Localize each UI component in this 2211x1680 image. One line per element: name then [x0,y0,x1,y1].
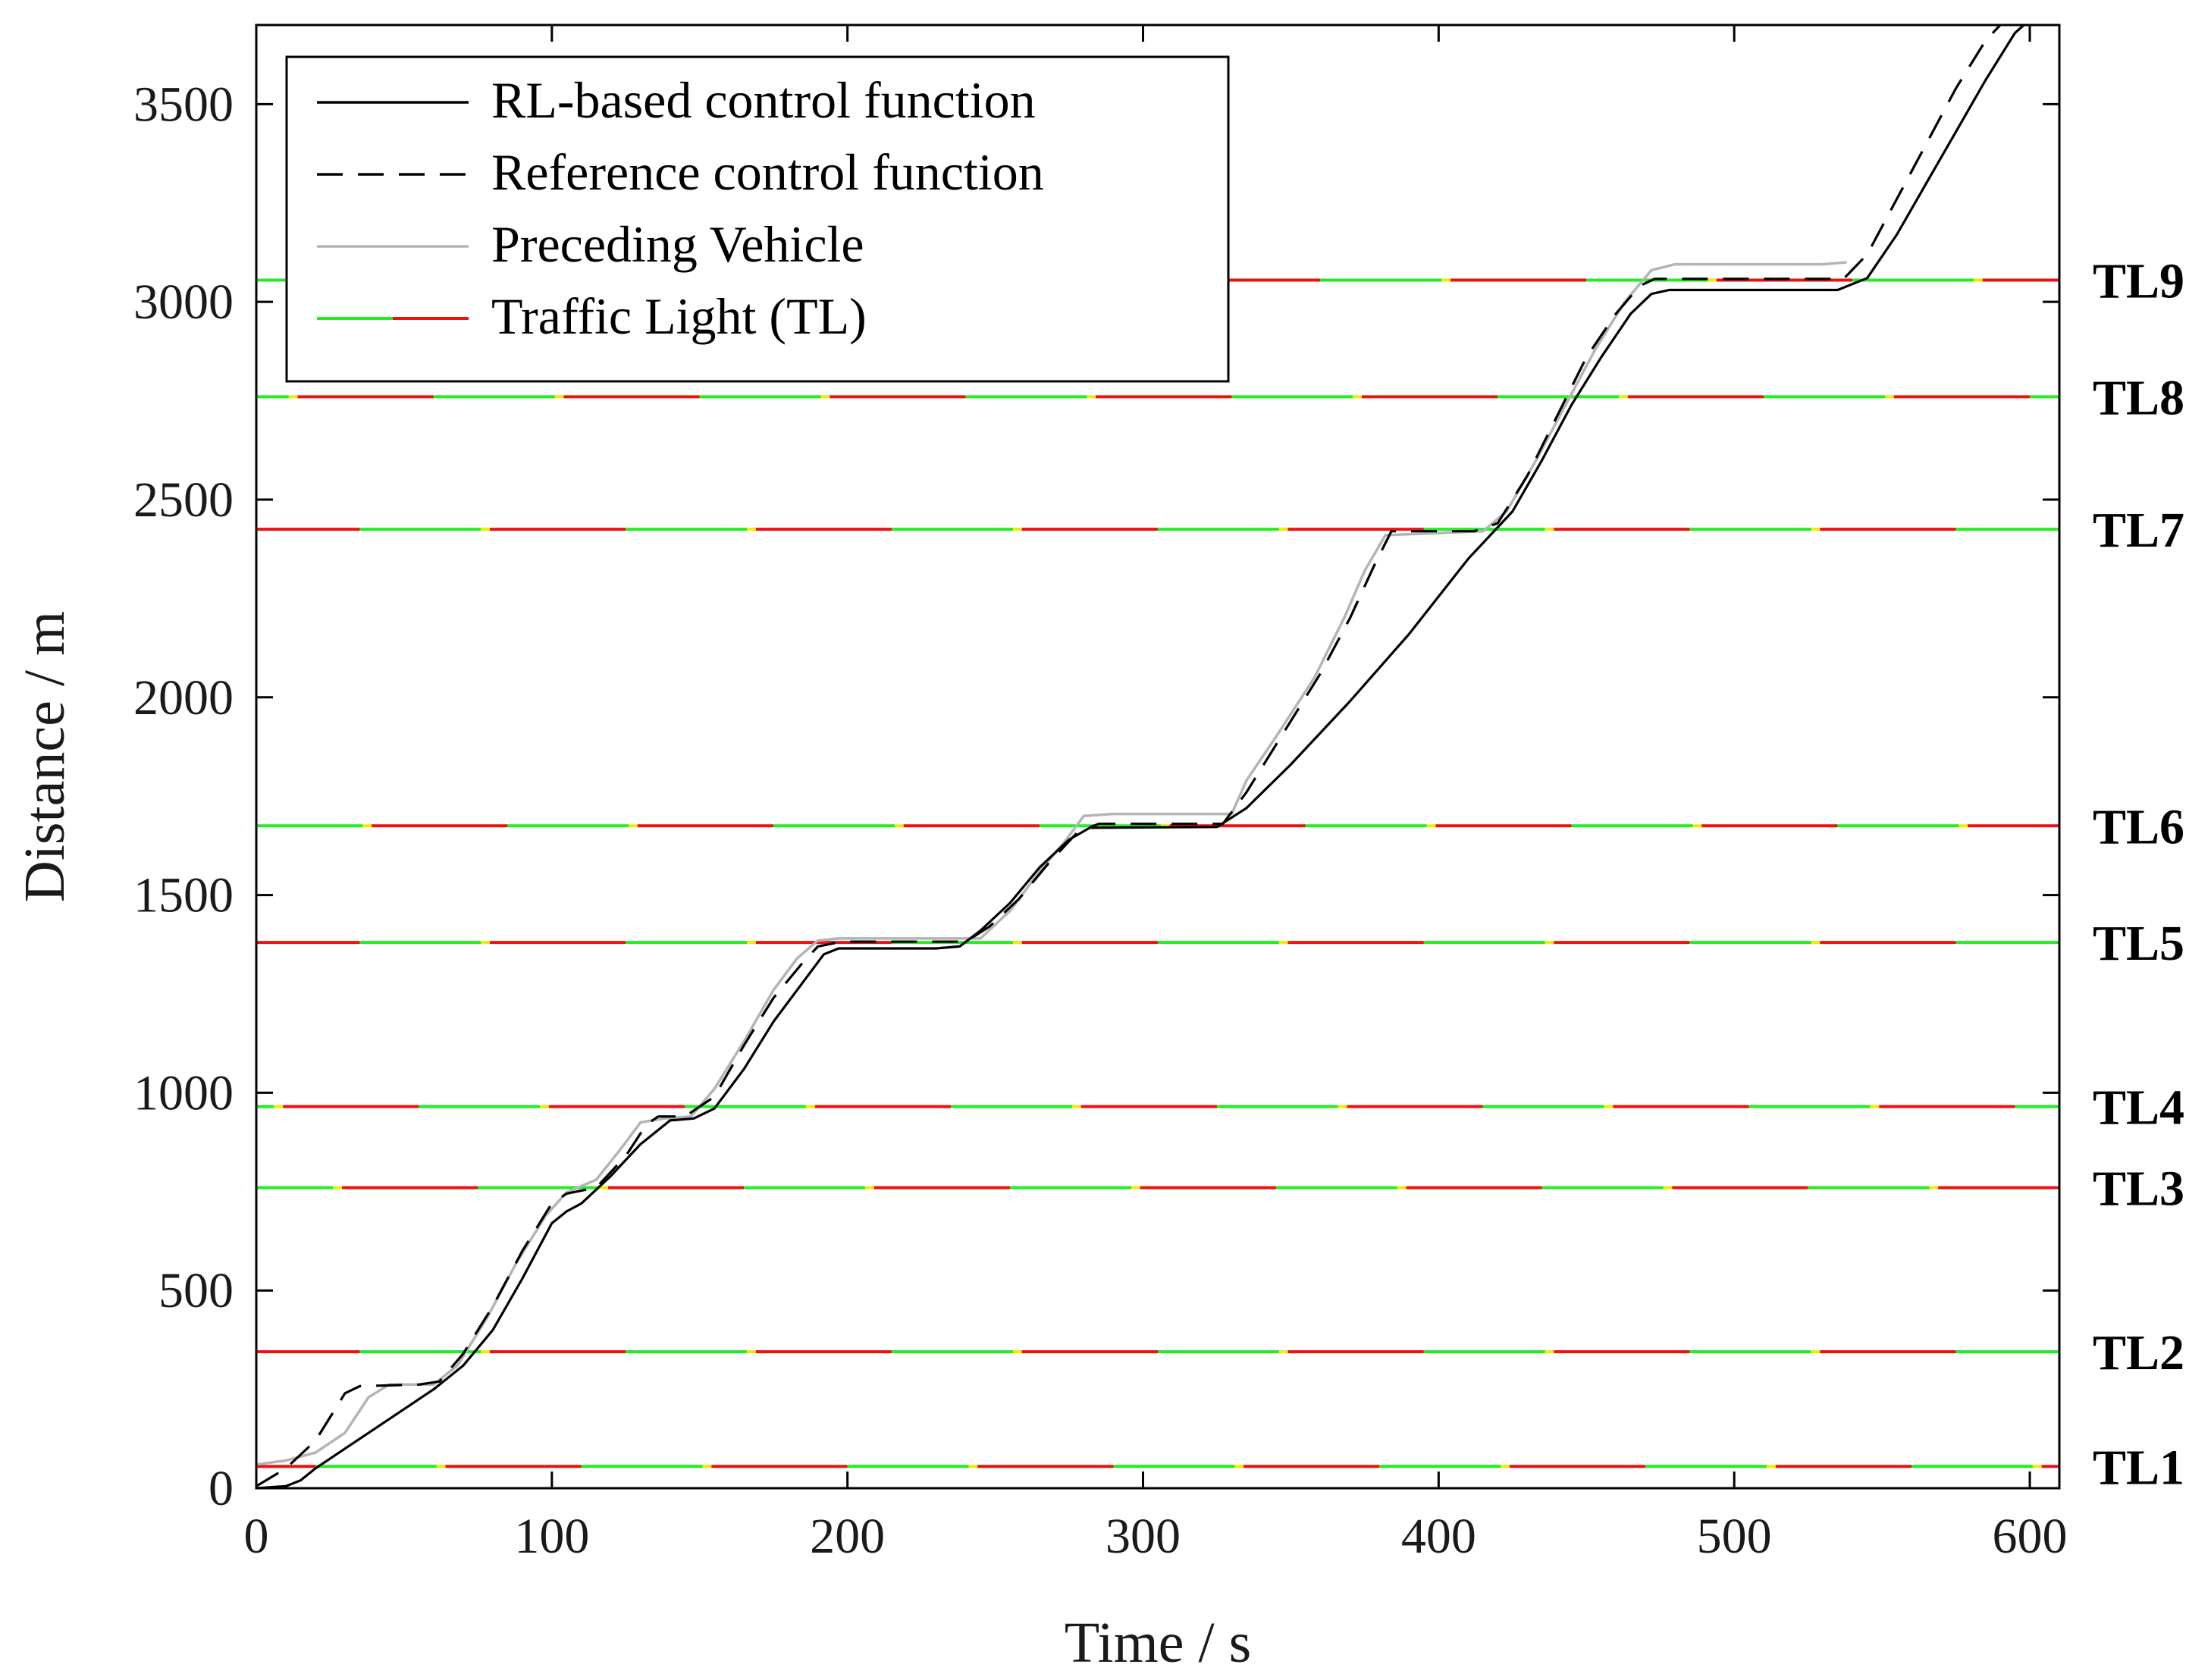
x-tick-label: 400 [1401,1509,1476,1564]
y-tick-label: 1000 [133,1065,234,1121]
axis-ticks: 0 100 200 300 400 500 600 0 500 1000 1500 2000 2500 3… [133,25,2068,1564]
y-tick-label: 500 [158,1263,234,1318]
y-tick-label: 0 [209,1461,234,1516]
traffic-light-label: TL7 [2093,503,2184,558]
x-tick-label: 300 [1106,1509,1181,1564]
series-line-2 [256,261,1847,1466]
x-tick-label: 200 [810,1509,885,1564]
plot-frame [255,24,2061,1490]
legend-label: Reference control function [491,143,1044,201]
y-tick-label: 3000 [133,274,234,330]
legend: RL-based control function Reference contr… [285,55,1230,383]
x-tick-label: 0 [244,1509,269,1564]
x-tick-label: 600 [1993,1509,2068,1564]
series-lines [256,24,2025,1490]
traffic-light-label: TL6 [2093,799,2184,854]
legend-label: RL-based control function [491,71,1036,129]
x-axis-title: Time / s [1065,1611,1251,1675]
series-line-0 [256,24,2025,1490]
legend-item-2: Preceding Vehicle [317,215,864,273]
x-tick-label: 500 [1697,1509,1772,1564]
traffic-light-label: TL4 [2093,1080,2184,1136]
y-tick-label: 3500 [133,77,234,132]
y-tick-label: 2500 [133,472,234,528]
series-line-1 [256,24,2002,1487]
legend-label: Traffic Light (TL) [491,287,867,345]
legend-item-1: Reference control function [317,143,1044,201]
x-tick-label: 100 [514,1509,589,1564]
traffic-light-label: TL8 [2093,370,2184,425]
legend-item-3: Traffic Light (TL) [317,287,867,345]
y-axis-title: Distance / m [13,611,77,902]
traffic-light-label: TL9 [2093,253,2184,309]
legend-label: Preceding Vehicle [491,215,864,273]
y-tick-label: 1500 [133,868,234,923]
legend-box [285,55,1230,383]
traffic-light-label: TL3 [2093,1161,2184,1217]
legend-item-0: RL-based control function [317,71,1036,129]
y-tick-label: 2000 [133,670,234,726]
traffic-light-label: TL1 [2093,1440,2184,1495]
traffic-light-labels: TL1 TL2 TL3 TL4 TL5 TL6 TL7 TL8 TL9 [2093,253,2184,1495]
traffic-light-label: TL2 [2093,1325,2184,1381]
traffic-light-lines [256,278,2059,1468]
traffic-light-label: TL5 [2093,916,2184,971]
